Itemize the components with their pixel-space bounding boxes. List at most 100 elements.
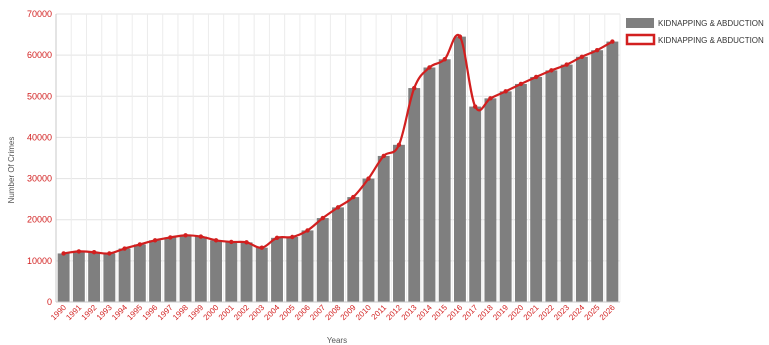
y-tick-label: 50000 xyxy=(27,91,52,101)
line-point[interactable] xyxy=(274,235,280,241)
x-tick-label: 2006 xyxy=(293,303,312,322)
line-point[interactable] xyxy=(533,74,539,80)
bar[interactable] xyxy=(423,67,436,302)
bar[interactable] xyxy=(225,241,238,302)
x-tick-label: 2000 xyxy=(202,303,221,322)
x-tick-label: 2012 xyxy=(384,303,403,322)
bar[interactable] xyxy=(606,41,619,303)
x-tick-label: 2022 xyxy=(537,303,556,322)
bar[interactable] xyxy=(514,83,527,302)
line-point[interactable] xyxy=(442,57,447,62)
line-point[interactable] xyxy=(579,54,585,59)
x-tick-label: 2026 xyxy=(598,303,617,322)
bar[interactable] xyxy=(255,247,268,302)
line-point[interactable] xyxy=(610,39,615,44)
line-point[interactable] xyxy=(412,85,417,91)
line-point[interactable] xyxy=(244,240,249,245)
x-tick-label: 1992 xyxy=(80,303,99,322)
bar[interactable] xyxy=(484,98,497,302)
line-point[interactable] xyxy=(107,251,112,256)
x-tick-label: 2002 xyxy=(232,303,251,322)
line-point[interactable] xyxy=(594,48,600,53)
line-point[interactable] xyxy=(549,68,554,73)
line-point[interactable] xyxy=(137,242,143,247)
line-point[interactable] xyxy=(152,238,158,243)
bar[interactable] xyxy=(240,242,253,302)
line-point[interactable] xyxy=(457,34,463,39)
bar[interactable] xyxy=(469,106,482,302)
bar[interactable] xyxy=(133,244,146,302)
bar[interactable] xyxy=(118,248,131,302)
legend[interactable]: KIDNAPPING & ABDUCTION KIDNAPPING & ABDU… xyxy=(625,18,764,46)
bar[interactable] xyxy=(149,240,162,302)
y-tick-label: 60000 xyxy=(27,50,52,60)
bar[interactable] xyxy=(286,236,299,302)
y-axis-label: Number Of Crimes xyxy=(7,137,16,204)
line-point[interactable] xyxy=(213,238,219,243)
line-point[interactable] xyxy=(91,250,97,255)
bar[interactable] xyxy=(377,155,390,302)
bar[interactable] xyxy=(347,197,360,302)
bar[interactable] xyxy=(393,144,405,302)
bar[interactable] xyxy=(530,76,543,302)
line-point[interactable] xyxy=(518,81,524,87)
bar[interactable] xyxy=(591,50,604,302)
line-point[interactable] xyxy=(381,153,386,159)
x-tick-label: 2001 xyxy=(217,303,236,322)
x-tick-label: 2020 xyxy=(506,303,525,322)
bar[interactable] xyxy=(271,237,283,302)
x-tick-label: 2007 xyxy=(308,303,327,322)
line-point[interactable] xyxy=(198,234,204,239)
line-point[interactable] xyxy=(168,235,173,240)
legend-item-bar[interactable]: KIDNAPPING & ABDUCTION xyxy=(626,18,764,28)
x-tick-label: 1997 xyxy=(156,303,175,322)
bar[interactable] xyxy=(454,36,466,302)
bar[interactable] xyxy=(301,230,314,302)
y-tick-label: 70000 xyxy=(27,9,52,19)
line-point[interactable] xyxy=(229,239,234,245)
line-point[interactable] xyxy=(366,176,371,181)
bar[interactable] xyxy=(57,253,70,302)
y-tick-label: 40000 xyxy=(27,132,52,142)
bar[interactable] xyxy=(575,56,588,302)
line-point[interactable] xyxy=(259,245,264,250)
bar[interactable] xyxy=(362,178,375,302)
x-tick-label: 2004 xyxy=(262,303,281,322)
line-point[interactable] xyxy=(183,233,188,238)
line-point[interactable] xyxy=(122,246,127,251)
line-point[interactable] xyxy=(488,96,493,101)
line-point[interactable] xyxy=(335,205,341,210)
line-point[interactable] xyxy=(320,215,325,221)
line-point[interactable] xyxy=(351,194,356,200)
legend-swatch-line xyxy=(625,33,656,46)
bar[interactable] xyxy=(179,235,192,302)
bar[interactable] xyxy=(103,253,116,302)
line-point[interactable] xyxy=(61,251,66,256)
bar[interactable] xyxy=(545,70,558,302)
bar[interactable] xyxy=(408,88,421,302)
bar[interactable] xyxy=(72,251,85,302)
bar[interactable] xyxy=(194,236,207,302)
bar[interactable] xyxy=(438,59,451,302)
bar[interactable] xyxy=(332,207,344,302)
line-point[interactable] xyxy=(290,234,295,240)
bar[interactable] xyxy=(499,91,512,302)
line-point[interactable] xyxy=(76,249,82,254)
x-tick-label: 1998 xyxy=(171,303,190,322)
line-point[interactable] xyxy=(305,228,310,233)
y-tick-label: 30000 xyxy=(27,174,52,184)
line-series xyxy=(61,33,615,256)
line-point[interactable] xyxy=(503,89,508,94)
bar[interactable] xyxy=(210,240,222,302)
line-point[interactable] xyxy=(472,104,478,109)
bar[interactable] xyxy=(88,252,101,302)
bar[interactable] xyxy=(560,64,573,302)
legend-item-line[interactable]: KIDNAPPING & ABDUCTION xyxy=(625,33,764,46)
bar[interactable] xyxy=(164,237,177,302)
bar[interactable] xyxy=(316,218,329,302)
line-point[interactable] xyxy=(396,142,402,148)
line-point[interactable] xyxy=(564,62,569,67)
x-tick-label: 1996 xyxy=(141,303,160,322)
line-point[interactable] xyxy=(427,65,432,70)
